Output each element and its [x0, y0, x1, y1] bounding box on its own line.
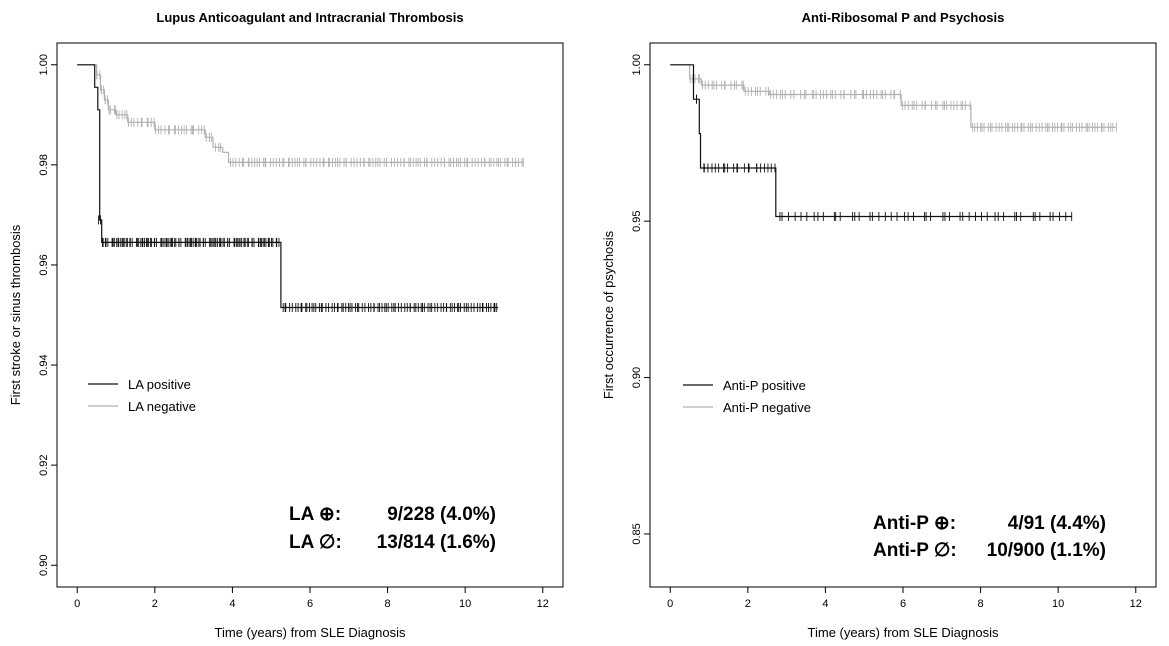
y-tick-label: 0.95 — [631, 210, 643, 231]
x-tick-label: 12 — [1130, 598, 1142, 610]
survival-curve — [670, 64, 1072, 218]
series-2 — [670, 64, 1117, 132]
y-axis-label: First occurrence of psychosis — [601, 230, 616, 399]
legend: LA positive LA negative — [88, 377, 196, 414]
x-tick-label: 10 — [1052, 598, 1064, 610]
legend: Anti-P positive Anti-P negative — [683, 378, 811, 415]
x-axis-label: Time (years) from SLE Diagnosis — [215, 625, 406, 640]
y-tick-label: 0.90 — [631, 367, 643, 388]
annotation-label: Anti-P ⊕: — [873, 513, 956, 534]
y-tick-label: 0.90 — [38, 555, 50, 576]
series-1 — [670, 64, 1073, 221]
x-tick-label: 8 — [978, 598, 984, 610]
x-tick-label: 6 — [900, 598, 906, 610]
x-tick-label: 4 — [229, 598, 235, 610]
annotation-label: LA ∅: — [289, 532, 342, 553]
y-tick-label: 0.98 — [38, 154, 50, 175]
y-tick-label: 1.00 — [38, 54, 50, 75]
event-count-annotation: LA ⊕: 9/228 (4.0%) LA ∅: 13/814 (1.6%) — [289, 504, 496, 553]
x-tick-label: 2 — [745, 598, 751, 610]
survival-curve — [77, 64, 499, 309]
plot-frame — [649, 42, 1157, 588]
series-1 — [77, 64, 499, 312]
legend-label: LA positive — [128, 377, 191, 392]
chart-title: Lupus Anticoagulant and Intracranial Thr… — [156, 10, 463, 25]
annotation-value: 10/900 (1.1%) — [987, 540, 1106, 561]
legend-label: Anti-P negative — [723, 400, 811, 415]
y-tick-label: 0.96 — [38, 254, 50, 275]
y-tick-label: 0.92 — [38, 454, 50, 475]
y-tick-label: 0.94 — [38, 354, 50, 375]
annotation-value: 4/91 (4.4%) — [1008, 513, 1106, 534]
chart-panel-2: Anti-Ribosomal P and Psychosis 0 2 4 6 8 10 12 0… — [601, 10, 1157, 640]
series-2 — [77, 64, 524, 167]
annotation-value: 13/814 (1.6%) — [377, 532, 496, 553]
chart-title: Anti-Ribosomal P and Psychosis — [802, 10, 1005, 25]
y-tick-label: 0.85 — [631, 523, 643, 544]
x-tick-label: 0 — [667, 598, 673, 610]
legend-label: Anti-P positive — [723, 378, 806, 393]
x-tick-label: 4 — [822, 598, 828, 610]
legend-label: LA negative — [128, 399, 196, 414]
chart-panel-1: Lupus Anticoagulant and Intracranial Thr… — [8, 10, 564, 640]
y-axis-label: First stroke or sinus thrombosis — [8, 224, 23, 405]
annotation-value: 9/228 (4.0%) — [387, 504, 496, 525]
survival-curve — [670, 64, 1117, 128]
x-tick-label: 0 — [74, 598, 80, 610]
annotation-label: LA ⊕: — [289, 504, 341, 525]
x-tick-label: 8 — [385, 598, 391, 610]
x-tick-label: 10 — [459, 598, 471, 610]
x-axis-label: Time (years) from SLE Diagnosis — [808, 625, 999, 640]
x-tick-label: 12 — [537, 598, 549, 610]
x-tick-label: 6 — [307, 598, 313, 610]
survival-curve — [77, 64, 524, 163]
event-count-annotation: Anti-P ⊕: 4/91 (4.4%) Anti-P ∅: 10/900 (1.1… — [873, 513, 1106, 561]
x-tick-label: 2 — [152, 598, 158, 610]
y-tick-label: 1.00 — [631, 54, 643, 75]
annotation-label: Anti-P ∅: — [873, 540, 957, 561]
